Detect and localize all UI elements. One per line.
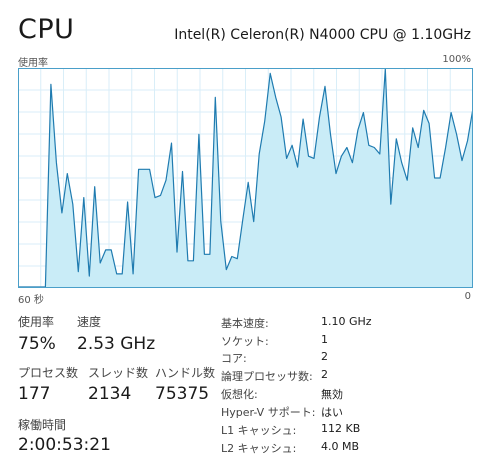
- graph-x-left-label: 60 秒: [18, 295, 44, 306]
- detail-sockets-value: 1: [321, 333, 328, 346]
- detail-l2-cache-value: 4.0 MB: [321, 440, 360, 453]
- detail-cores-key: コア:: [221, 352, 247, 365]
- detail-base-speed-key: 基本速度:: [221, 317, 269, 330]
- threads-label: スレッド数: [88, 366, 149, 380]
- cpu-usage-graph: [18, 68, 473, 288]
- speed-value: 2.53 GHz: [77, 334, 156, 354]
- detail-l1-cache-value: 112 KB: [321, 422, 361, 435]
- threads-value: 2134: [88, 384, 132, 404]
- graph-y-label: 使用率: [18, 58, 48, 69]
- handles-label: ハンドル数: [155, 366, 216, 380]
- uptime-value: 2:00:53:21: [18, 435, 111, 455]
- processes-value: 177: [18, 384, 51, 404]
- detail-virtualization-key: 仮想化:: [221, 388, 258, 401]
- graph-y-max-label: 100%: [442, 54, 471, 65]
- detail-hyperv-key: Hyper-V サポート:: [221, 406, 316, 419]
- detail-sockets-key: ソケット:: [221, 335, 269, 348]
- cpu-usage-chart: [18, 68, 473, 288]
- processes-label: プロセス数: [18, 366, 79, 380]
- detail-l2-cache-key: L2 キャッシュ:: [221, 442, 297, 455]
- usage-area: [18, 69, 473, 288]
- speed-label: 速度: [77, 315, 102, 329]
- handles-value: 75375: [155, 384, 210, 404]
- graph-x-right-label: 0: [464, 291, 471, 302]
- uptime-label: 稼働時間: [18, 418, 67, 432]
- processor-name: Intel(R) Celeron(R) N4000 CPU @ 1.10GHz: [174, 27, 471, 43]
- graph-border: [18, 68, 473, 288]
- usage-line: [18, 68, 473, 288]
- detail-base-speed-value: 1.10 GHz: [321, 315, 372, 328]
- detail-logical-processors-key: 論理プロセッサ数:: [221, 370, 313, 383]
- usage-value: 75%: [18, 334, 56, 354]
- detail-hyperv-value: はい: [321, 406, 343, 419]
- detail-l1-cache-key: L1 キャッシュ:: [221, 424, 297, 437]
- page-title: CPU: [18, 14, 75, 45]
- detail-virtualization-value: 無効: [321, 388, 343, 401]
- detail-cores-value: 2: [321, 350, 328, 363]
- detail-logical-processors-value: 2: [321, 368, 328, 381]
- usage-label: 使用率: [18, 315, 55, 329]
